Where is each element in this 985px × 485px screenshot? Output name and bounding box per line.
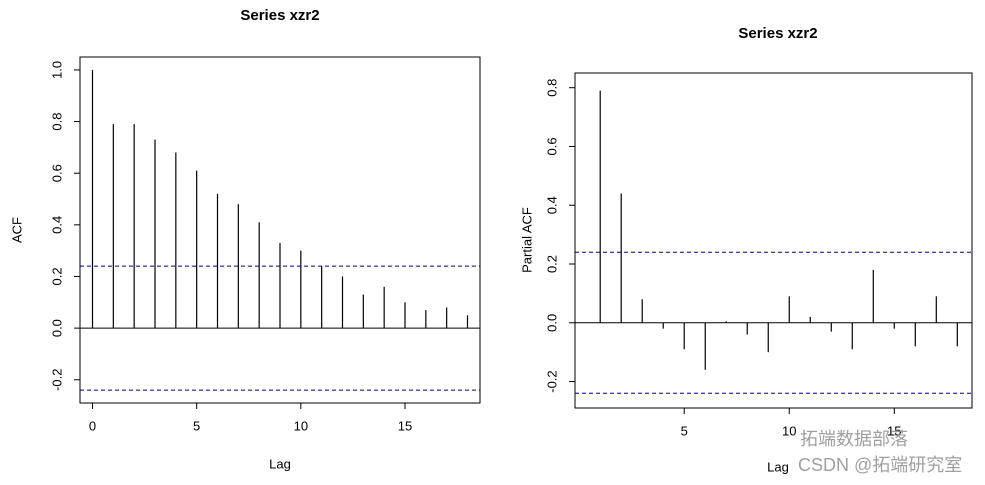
y-tick-label: 0.2 — [49, 267, 64, 285]
x-tick-label: 5 — [193, 418, 200, 433]
x-tick-label: 15 — [887, 423, 901, 438]
y-tick-label: 0.6 — [544, 137, 559, 155]
y-tick-label: 0.4 — [49, 216, 64, 234]
y-tick-label: 0.8 — [49, 113, 64, 131]
y-axis-label: Partial ACF — [519, 207, 534, 273]
y-tick-label: 0.8 — [544, 79, 559, 97]
x-tick-label: 15 — [398, 418, 412, 433]
watermark: 拓端数据部落 — [800, 429, 908, 449]
y-axis-label: ACF — [9, 217, 24, 243]
y-tick-label: -0.2 — [544, 370, 559, 392]
y-tick-label: 0.0 — [544, 314, 559, 332]
plot-box — [574, 72, 973, 409]
x-axis-label: Lag — [269, 456, 291, 471]
chart-title: Series xzr2 — [240, 7, 319, 24]
y-tick-label: -0.2 — [49, 369, 64, 391]
y-tick-label: 0.0 — [49, 319, 64, 337]
x-tick-label: 0 — [89, 418, 96, 433]
y-tick-label: 0.2 — [544, 255, 559, 273]
plot-box — [79, 56, 481, 404]
x-tick-label: 10 — [782, 423, 796, 438]
y-tick-label: 0.4 — [544, 196, 559, 214]
chart-title: Series xzr2 — [738, 25, 817, 42]
x-axis-label: Lag — [767, 459, 789, 474]
y-tick-label: 0.6 — [49, 164, 64, 182]
x-tick-label: 10 — [294, 418, 308, 433]
x-tick-label: 5 — [681, 423, 688, 438]
y-tick-label: 1.0 — [49, 61, 64, 79]
watermark: CSDN @拓端研究室 — [798, 455, 962, 475]
